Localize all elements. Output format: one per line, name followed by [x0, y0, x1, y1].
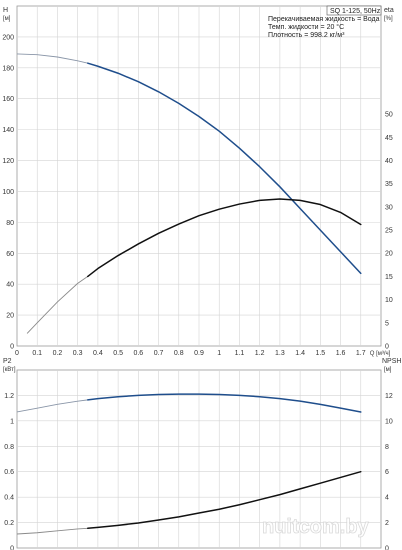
top-curves — [16, 53, 362, 334]
x-tick-label: 1.5 — [315, 350, 325, 357]
top-right-tick-label: 15 — [385, 274, 393, 281]
x-tick-label: 0.1 — [32, 350, 42, 357]
head-axis-label: H — [3, 7, 8, 14]
bottom-right-tick-label: 6 — [385, 469, 389, 476]
top-grid — [17, 6, 381, 346]
head-axis-ticks: 0 20 40 60 80 100 120 140 160 180 200 — [2, 34, 14, 350]
x-tick-label: 0.5 — [113, 350, 123, 357]
head-axis-unit: [м] — [3, 16, 11, 22]
bottom-right-tick-label: 10 — [385, 418, 393, 425]
bottom-series-0-extension — [16, 399, 88, 413]
x-tick-label: 0.9 — [194, 350, 204, 357]
top-left-tick-label: 100 — [2, 189, 14, 196]
x-tick-label: 0.2 — [53, 350, 63, 357]
power-axis-ticks: 0 0.2 0.4 0.6 0.8 1 1.2 — [4, 393, 14, 550]
bottom-left-tick-label: 1.2 — [4, 393, 14, 400]
top-left-tick-label: 160 — [2, 96, 14, 103]
npsh-axis-label: NPSH — [382, 358, 401, 365]
bottom-series-0-curve — [87, 393, 362, 413]
top-left-tick-label: 200 — [2, 34, 14, 41]
top-series-1-curve — [87, 198, 362, 278]
bottom-left-tick-label: 1 — [10, 418, 14, 425]
top-left-tick-label: 0 — [10, 344, 14, 351]
chart-title: SQ 1-125, 50Hz — [330, 8, 381, 15]
npsh-axis-unit: [м] — [384, 367, 392, 373]
bottom-right-tick-label: 2 — [385, 520, 389, 527]
npsh-axis-ticks: 0 2 4 6 8 10 12 — [385, 393, 393, 550]
x-tick-label: 1.3 — [275, 350, 285, 357]
top-right-tick-label: 40 — [385, 158, 393, 165]
bottom-left-tick-label: 0.8 — [4, 444, 14, 451]
top-right-tick-label: 30 — [385, 204, 393, 211]
top-right-tick-label: 0 — [385, 344, 389, 351]
top-right-tick-label: 10 — [385, 297, 393, 304]
power-axis-unit: [кВт] — [3, 367, 16, 373]
power-axis-label: P2 — [3, 358, 12, 365]
x-tick-label: 1.6 — [336, 350, 346, 357]
bottom-series-1-extension — [16, 527, 88, 535]
top-right-tick-label: 50 — [385, 112, 393, 119]
density-info: Плотность = 998.2 кг/м³ — [268, 32, 345, 39]
x-tick-label: 0.3 — [73, 350, 83, 357]
x-tick-label: 0.6 — [133, 350, 143, 357]
top-series-1-extension — [26, 276, 89, 334]
top-series-0-extension — [16, 53, 88, 64]
bottom-right-tick-label: 12 — [385, 393, 393, 400]
top-right-tick-label: 20 — [385, 251, 393, 258]
top-series-0-curve — [87, 62, 362, 275]
top-right-tick-label: 5 — [385, 320, 389, 327]
bottom-grid — [17, 370, 381, 548]
temperature-info: Темп. жидкости = 20 °C — [268, 23, 344, 31]
eta-axis-label: eta — [384, 7, 394, 14]
x-tick-label: 0.4 — [93, 350, 103, 357]
power-npsh-panel: 0 0.2 0.4 0.6 0.8 1 1.2 0 2 4 6 8 10 12 P2 [кВт] NPS… — [3, 358, 401, 550]
bottom-left-tick-label: 0.6 — [4, 469, 14, 476]
top-right-tick-label: 35 — [385, 181, 393, 188]
liquid-info: Перекачиваемая жидкость = Вода — [268, 16, 380, 23]
top-right-tick-label: 45 — [385, 135, 393, 142]
x-tick-label: 1.1 — [235, 350, 245, 357]
bottom-series-1-curve — [87, 470, 362, 530]
top-right-tick-label: 25 — [385, 228, 393, 235]
x-axis-label: Q [м³/ч] — [370, 351, 391, 357]
watermark: nuitcom.by — [262, 516, 370, 538]
x-tick-label: 0.8 — [174, 350, 184, 357]
bottom-right-tick-label: 0 — [385, 546, 389, 550]
bottom-left-tick-label: 0.2 — [4, 520, 14, 527]
top-left-tick-label: 120 — [2, 158, 14, 165]
top-left-tick-label: 60 — [6, 251, 14, 258]
flow-axis-ticks: 0 0.1 0.2 0.3 0.4 0.5 0.6 0.7 0.8 0.9 1 1.1 1.2 1.3 1.… — [15, 350, 391, 357]
title-box — [326, 5, 382, 16]
bottom-curves — [16, 393, 362, 535]
top-left-tick-label: 20 — [6, 313, 14, 320]
top-left-tick-label: 80 — [6, 220, 14, 227]
eta-axis-ticks: 0 5 10 15 20 25 30 35 40 45 50 — [385, 112, 393, 351]
bottom-right-tick-label: 8 — [385, 444, 389, 451]
bottom-left-tick-label: 0.4 — [4, 495, 14, 502]
x-tick-label: 1.4 — [295, 350, 305, 357]
x-tick-label: 0.7 — [154, 350, 164, 357]
x-tick-label: 0 — [15, 350, 19, 357]
bottom-right-tick-label: 4 — [385, 495, 389, 502]
top-left-tick-label: 40 — [6, 282, 14, 289]
x-tick-label: 1.7 — [356, 350, 366, 357]
top-left-tick-label: 180 — [2, 65, 14, 72]
top-left-tick-label: 140 — [2, 127, 14, 134]
x-tick-label: 1.2 — [255, 350, 265, 357]
bottom-left-tick-label: 0 — [10, 546, 14, 550]
eta-axis-unit: [%] — [384, 16, 393, 22]
x-tick-label: 1 — [217, 350, 221, 357]
